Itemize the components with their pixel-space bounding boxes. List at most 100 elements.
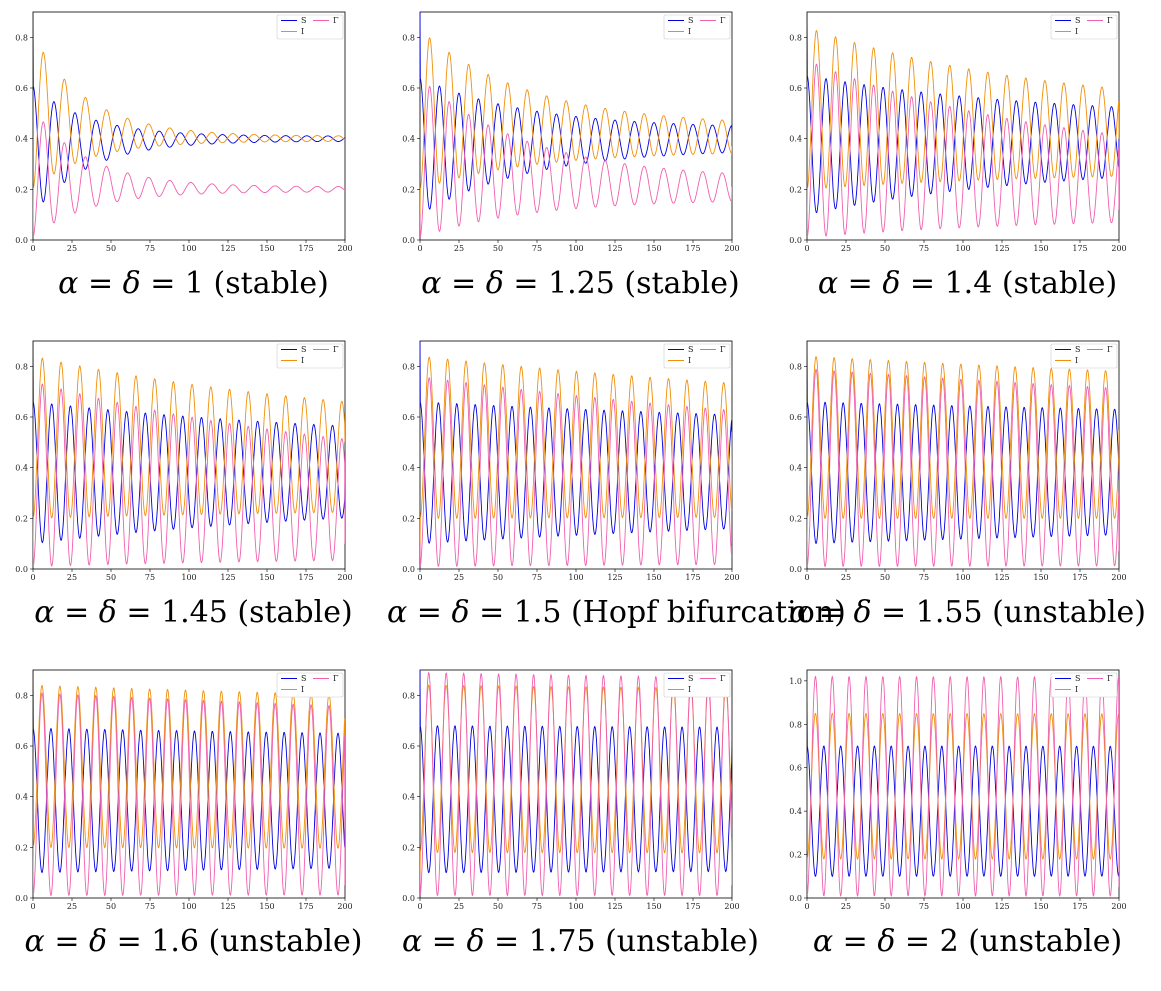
panel-caption: α = δ = 2 (unstable): [812, 924, 1123, 959]
y-tick-label: 0.4: [789, 464, 802, 473]
series-line-gamma: [33, 121, 345, 237]
x-tick-label: 200: [1111, 902, 1126, 911]
y-tick-label: 0.6: [15, 742, 28, 751]
y-tick-label: 0.2: [789, 185, 802, 194]
caption-delta: δ: [98, 595, 117, 630]
chart-panel: 0 25 50 75 100 125 150 175 200 0.0 0.2 0.4 0.6 0.8 S I Γ…: [387, 333, 846, 662]
y-tick-label: 0.2: [402, 185, 415, 194]
legend-label: S: [301, 345, 306, 354]
legend-label: I: [688, 27, 691, 36]
y-tick-label: 0.0: [789, 236, 802, 245]
x-tick-label: 125: [607, 244, 622, 253]
caption-value: 2: [939, 924, 959, 959]
legend-label: S: [301, 16, 306, 25]
y-tick-label: 0.8: [402, 33, 415, 42]
x-tick-label: 25: [454, 244, 464, 253]
y-tick-label: 0.0: [402, 565, 415, 574]
chart-panel: 0 25 50 75 100 125 150 175 200 0.0 0.2 0.4 0.6 0.8 S I Γ…: [0, 333, 387, 662]
caption-value: 1.75: [528, 924, 596, 959]
chart-panel: 0 25 50 75 100 125 150 175 200 0.0 0.2 0.4 0.6 0.8 S I Γ…: [774, 333, 1161, 662]
legend-label: I: [1075, 356, 1078, 365]
panel-caption: α = δ = 1.6 (unstable): [24, 924, 363, 959]
x-tick-label: 0: [417, 244, 422, 253]
y-tick-label: 0.6: [789, 413, 802, 422]
x-tick-label: 125: [994, 902, 1009, 911]
x-tick-label: 75: [532, 902, 542, 911]
chart-svg: 0 25 50 75 100 125 150 175 200 0.0 0.2 0.4 0.6 0.8 SI Γ: [402, 11, 740, 253]
x-tick-label: 125: [994, 244, 1009, 253]
series-line-i: [420, 684, 732, 873]
legend-label: S: [1075, 674, 1080, 683]
legend-label: Γ: [720, 16, 726, 25]
y-tick-label: 0.4: [789, 135, 802, 144]
x-tick-label: 175: [685, 573, 700, 582]
caption-note: (unstable): [982, 595, 1147, 630]
series-line-gamma: [420, 85, 732, 238]
x-tick-label: 100: [181, 573, 196, 582]
chart-svg: 0 25 50 75 100 125 150 175 200 0.0 0.2 0.4 0.6 0.8 SI Γ: [15, 669, 353, 911]
caption-note: (stable): [614, 266, 740, 301]
chart-svg: 0 25 50 75 100 125 150 175 200 0.0 0.2 0.4 0.6 0.8 SI Γ: [402, 340, 740, 582]
x-tick-label: 50: [880, 573, 890, 582]
x-tick-label: 25: [841, 573, 851, 582]
x-tick-label: 25: [841, 902, 851, 911]
chart-panel: 0 25 50 75 100 125 150 175 200 0.0 0.2 0.4 0.6 0.8 S I Γ…: [387, 662, 774, 991]
chart-panel: 0 25 50 75 100 125 150 175 200 0.0 0.2 0.4 0.6 0.8 S I Γ…: [774, 4, 1161, 333]
x-tick-label: 75: [532, 244, 542, 253]
x-tick-label: 125: [607, 573, 622, 582]
chart-svg: 0 25 50 75 100 125 150 175 200 0.0 0.2 0.4 0.6 0.8 SI Γ: [15, 11, 353, 253]
y-tick-label: 0.0: [402, 894, 415, 903]
caption-alpha: α: [788, 595, 810, 630]
x-tick-label: 125: [994, 573, 1009, 582]
panel-caption: α = δ = 1.5 (Hopf bifurcation): [387, 595, 846, 630]
legend-label: I: [301, 685, 304, 694]
x-tick-label: 75: [919, 902, 929, 911]
y-tick-label: 0.4: [15, 793, 28, 802]
y-tick-label: 0.0: [789, 565, 802, 574]
x-tick-label: 150: [259, 573, 274, 582]
caption-alpha: α: [421, 266, 442, 301]
x-tick-label: 50: [106, 244, 116, 253]
series-line-s: [33, 341, 345, 544]
legend-label: I: [688, 356, 691, 365]
caption-delta: δ: [466, 924, 485, 959]
caption-alpha: α: [817, 266, 839, 301]
y-tick-label: 0.6: [402, 413, 415, 422]
x-tick-label: 100: [955, 573, 970, 582]
y-tick-label: 0.2: [789, 514, 802, 523]
legend-label: S: [688, 16, 693, 25]
x-tick-label: 200: [724, 573, 739, 582]
x-tick-label: 25: [67, 902, 77, 911]
y-tick-label: 0.6: [15, 413, 28, 422]
series-line-s: [420, 341, 732, 544]
caption-value: 1.25: [548, 266, 615, 301]
x-tick-label: 200: [1111, 244, 1126, 253]
caption-value: 1.5: [513, 595, 562, 630]
x-tick-label: 100: [955, 244, 970, 253]
x-tick-label: 175: [685, 244, 700, 253]
caption-alpha: α: [401, 924, 423, 959]
caption-value: 1: [184, 266, 204, 301]
x-tick-label: 100: [568, 902, 583, 911]
chart-svg: 0 25 50 75 100 125 150 175 200 0.0 0.2 0.4 0.6 0.8 SI Γ: [789, 11, 1127, 253]
caption-alpha: α: [24, 924, 45, 959]
y-tick-label: 0.0: [15, 894, 28, 903]
x-tick-label: 75: [919, 573, 929, 582]
series-line-gamma: [807, 63, 1119, 237]
y-tick-label: 0.2: [402, 843, 415, 852]
legend-label: Γ: [720, 674, 726, 683]
legend-label: Γ: [333, 345, 339, 354]
legend-label: S: [688, 345, 693, 354]
series-line-i: [33, 51, 345, 215]
series-line-i: [807, 29, 1119, 215]
panel-caption: α = δ = 1 (stable): [58, 266, 329, 301]
caption-alpha: α: [34, 595, 55, 630]
x-tick-label: 125: [607, 902, 622, 911]
x-tick-label: 150: [1033, 244, 1048, 253]
caption-delta: δ: [877, 924, 896, 959]
series-line-s: [807, 341, 1119, 545]
legend-label: I: [1075, 27, 1078, 36]
caption-note: (unstable): [958, 924, 1123, 959]
caption-delta: δ: [882, 266, 901, 301]
caption-alpha: α: [812, 924, 834, 959]
